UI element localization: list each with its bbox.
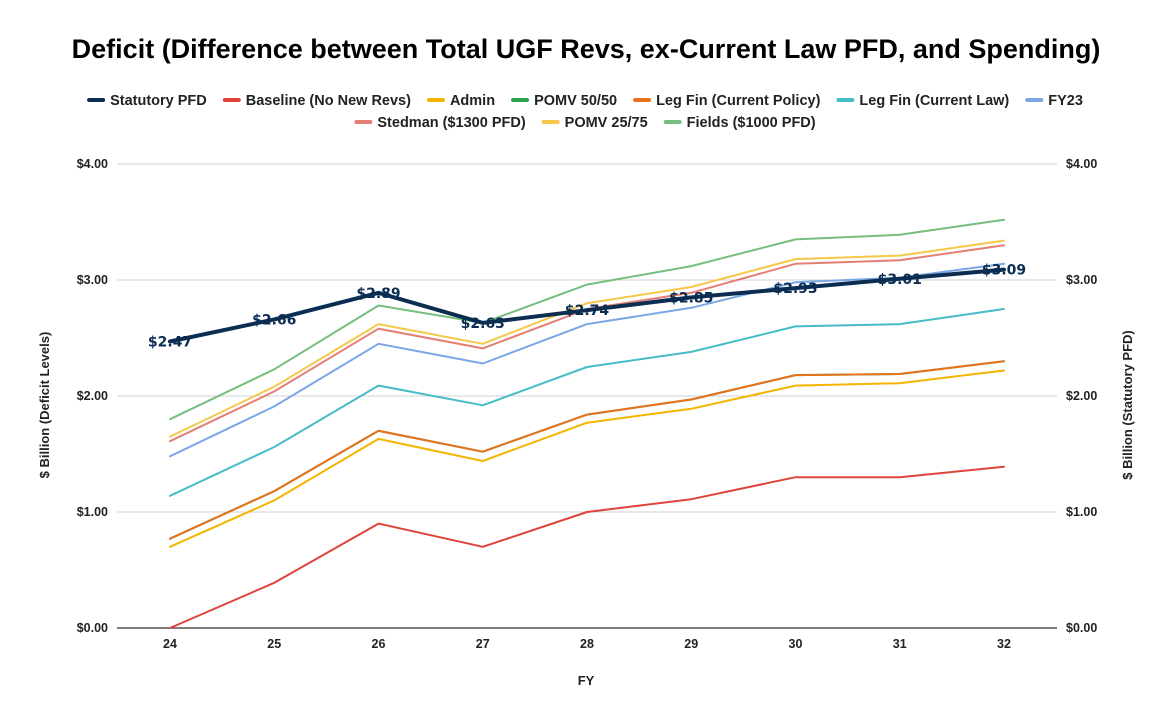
legend-item: Fields ($1000 PFD) <box>663 115 816 131</box>
y-tick-label-right: $3.00 <box>1066 273 1097 287</box>
legend-item: Statutory PFD <box>87 93 207 109</box>
y-axis-right: $0.00 $1.00 $2.00 $3.00 $4.00 <box>1066 157 1097 635</box>
x-tick-label: 28 <box>580 637 594 651</box>
x-tick-label: 26 <box>372 637 386 651</box>
data-label: $2.85 <box>669 290 713 306</box>
series-line-fy23 <box>169 262 1005 458</box>
y-tick-label-right: $0.00 <box>1066 621 1097 635</box>
data-label: $2.93 <box>773 281 817 297</box>
legend-label: Admin <box>450 93 495 109</box>
y-tick-label-right: $1.00 <box>1066 505 1097 519</box>
y-axis-left: $0.00 $1.00 $2.00 $3.00 $4.00 <box>77 157 108 635</box>
legend-label: FY23 <box>1048 93 1083 109</box>
legend-item: Baseline (No New Revs) <box>222 93 411 109</box>
series-line-fields-1000-pfd <box>169 218 1005 421</box>
x-tick-label: 31 <box>893 637 907 651</box>
data-label: $2.47 <box>148 334 192 350</box>
legend-item: Leg Fin (Current Law) <box>836 93 1009 109</box>
data-label: $3.01 <box>878 272 922 288</box>
series-line-admin <box>169 369 1005 548</box>
x-tick-label: 29 <box>684 637 698 651</box>
y-axis-title-right: $ Billion (Statutory PFD) <box>1120 330 1135 480</box>
x-tick-label: 32 <box>997 637 1011 651</box>
x-axis: 24 25 26 27 28 29 30 31 32 <box>163 637 1011 651</box>
series-line-statutory-pfd <box>168 267 1006 344</box>
legend-label: Leg Fin (Current Law) <box>859 93 1009 109</box>
series-line-pomv-25-75 <box>169 239 1005 438</box>
legend-label: POMV 50/50 <box>534 93 617 109</box>
series-lines <box>168 218 1006 629</box>
series-line-leg-fin-current-policy <box>169 360 1005 540</box>
legend-item: Stedman ($1300 PFD) <box>354 115 526 131</box>
x-tick-label: 25 <box>267 637 281 651</box>
data-label: $2.89 <box>356 286 400 302</box>
y-tick-label-left: $1.00 <box>77 505 108 519</box>
data-label: $2.66 <box>252 312 296 328</box>
x-tick-label: 27 <box>476 637 490 651</box>
series-line-leg-fin-current-law <box>169 308 1005 497</box>
legend-item: Leg Fin (Current Policy) <box>633 93 821 109</box>
y-tick-label-right: $4.00 <box>1066 157 1097 171</box>
gridlines <box>117 163 1057 629</box>
data-label: $3.09 <box>982 263 1026 279</box>
y-axis-title-left: $ Billion (Deficit Levels) <box>37 332 52 479</box>
data-label: $2.63 <box>461 316 505 332</box>
y-tick-label-left: $4.00 <box>77 157 108 171</box>
y-tick-label-left: $0.00 <box>77 621 108 635</box>
legend-item: Admin <box>426 93 495 109</box>
legend: Statutory PFD Baseline (No New Revs) Admin… <box>87 93 1083 131</box>
legend-label: Fields ($1000 PFD) <box>687 115 816 131</box>
y-tick-label-left: $3.00 <box>77 273 108 287</box>
chart-title: Deficit (Difference between Total UGF Re… <box>71 34 1101 64</box>
data-label: $2.74 <box>565 303 610 319</box>
legend-label: Leg Fin (Current Policy) <box>656 93 821 109</box>
x-tick-label: 30 <box>789 637 803 651</box>
legend-label: Stedman ($1300 PFD) <box>377 115 525 131</box>
legend-item: POMV 25/75 <box>541 115 648 131</box>
series-line-baseline-no-new-revs <box>169 465 1005 629</box>
x-tick-label: 24 <box>163 637 177 651</box>
x-axis-title: FY <box>578 673 595 688</box>
legend-label: POMV 25/75 <box>565 115 648 131</box>
y-tick-label-right: $2.00 <box>1066 389 1097 403</box>
y-tick-label-left: $2.00 <box>77 389 108 403</box>
legend-item: FY23 <box>1025 93 1083 109</box>
legend-item: POMV 50/50 <box>511 93 617 109</box>
legend-label: Statutory PFD <box>110 93 207 109</box>
legend-label: Baseline (No New Revs) <box>246 93 411 109</box>
data-labels: $2.47 $2.66 $2.89 $2.63 $2.74 $2.85 $2.93 $3.01… <box>148 263 1026 351</box>
